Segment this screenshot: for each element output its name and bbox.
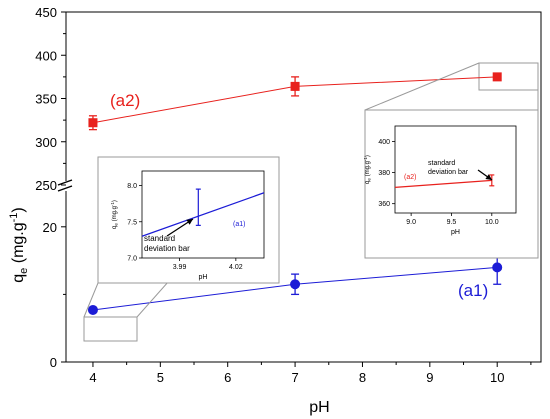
y-axis-label-close: ): [10, 207, 27, 212]
inset-a1: 3.99 4.02 7.0 7.5 8.0 pH qe (mg.g-1) (a1) standa…: [83, 156, 280, 318]
data-point: [290, 279, 301, 290]
x-axis-label: pH: [309, 399, 329, 416]
inset-annotation-line: standard: [144, 234, 175, 243]
inset-a2: 9.0 9.5 10.0 360 380 400 pH qe (mg.g-1) (a2) stan…: [363, 62, 539, 259]
y-axis-label-unit: (mg.g: [10, 222, 27, 267]
inset-y-axis-label-unit: (mg.g: [365, 161, 371, 178]
y-tick-label: 350: [35, 92, 57, 107]
zoom-connector: [83, 282, 99, 318]
inset-x-tick-label: 4.02: [229, 264, 243, 271]
inset-annotation: standard deviation bar: [144, 234, 190, 253]
y-axis-label-sub: e: [18, 268, 30, 274]
inset-x-axis-label: pH: [199, 274, 208, 281]
y-axis-label-q: q: [10, 274, 27, 283]
inset-y-axis-label-sup: -1: [363, 157, 368, 161]
inset-x-tick-label: 10.0: [485, 219, 499, 226]
y-tick-label: 450: [35, 5, 57, 20]
inset-series-line: [394, 179, 493, 188]
data-point: [290, 81, 300, 91]
inset-arrow-head: [485, 174, 492, 180]
y-tick-label: 0: [50, 355, 57, 370]
zoom-region-a2: [478, 62, 539, 91]
zoom-connector: [364, 62, 480, 111]
inset-y-axis-label-sup: -1: [110, 202, 115, 206]
inset-x-tick-label: 3.99: [173, 264, 187, 271]
y-tick-label: 250: [35, 178, 57, 193]
x-tick-label: 8: [359, 370, 366, 385]
inset-plot-frame: [141, 170, 265, 259]
inset-y-tick-label: 7.0: [127, 256, 137, 263]
axis-break-mark: [57, 185, 73, 192]
inset-series-label: (a2): [404, 174, 416, 181]
x-tick-label: 6: [224, 370, 231, 385]
data-point: [88, 118, 98, 128]
x-tick-label: 10: [490, 370, 504, 385]
x-tick-label: 9: [426, 370, 433, 385]
inset-series-line: [141, 192, 265, 237]
data-point: [87, 304, 98, 315]
inset-y-tick-label: 380: [378, 170, 390, 177]
series-label-a1: (a1): [458, 281, 488, 300]
data-point: [492, 72, 502, 82]
y-tick-label: 400: [35, 48, 57, 63]
inset-annotation-line: deviation bar: [144, 244, 190, 253]
inset-y-axis-label-close: ): [365, 155, 371, 157]
inset-series-label: (a1): [233, 221, 245, 228]
x-tick-label: 4: [89, 370, 96, 385]
inset-y-axis-label: qe (mg.g-1): [363, 155, 372, 184]
inset-y-axis-label-q: q: [365, 181, 371, 184]
axis-break-mark: [57, 179, 73, 186]
inset-y-tick-label: 8.0: [127, 183, 137, 190]
x-tick-label: 5: [157, 370, 164, 385]
axis-break-gap: [60, 181, 72, 191]
inset-y-axis-label-close: ): [112, 200, 118, 202]
series-label-a2: (a2): [110, 91, 140, 110]
inset-panel: [364, 109, 539, 259]
inset-y-tick-label: 400: [378, 139, 390, 146]
y-axis-label-sup: -1: [8, 213, 20, 223]
inset-annotation-line: standard: [428, 160, 455, 167]
inset-annotation: standard deviation bar: [428, 160, 469, 176]
data-point: [492, 262, 503, 273]
y-axis-label: qe (mg.g-1): [8, 207, 30, 282]
y-tick-label: 300: [35, 135, 57, 150]
inset-arrow-head: [186, 219, 193, 225]
inset-y-axis-label-sub: e: [114, 223, 119, 226]
y-tick-label: 20: [43, 220, 57, 235]
inset-y-axis-label-sub: e: [367, 178, 372, 181]
inset-x-tick-label: 9.0: [406, 219, 416, 226]
inset-annotation-line: deviation bar: [428, 169, 469, 176]
inset-x-axis-label: pH: [451, 229, 460, 236]
inset-y-tick-label: 7.5: [127, 219, 137, 226]
inset-y-axis-label-q: q: [112, 226, 118, 229]
x-tick-label: 7: [291, 370, 298, 385]
inset-y-tick-label: 360: [378, 201, 390, 208]
zoom-region-a1: [83, 316, 138, 342]
inset-y-axis-label: qe (mg.g-1): [110, 200, 119, 229]
inset-y-axis-label-unit: (mg.g: [112, 206, 118, 223]
inset-x-tick-label: 9.5: [447, 219, 457, 226]
inset-plot-frame: [394, 125, 517, 214]
